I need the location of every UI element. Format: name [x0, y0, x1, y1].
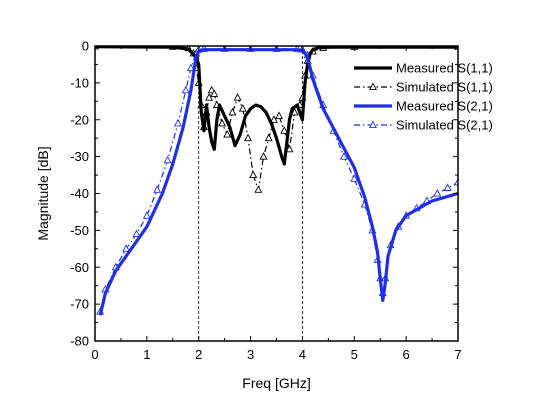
- series-marker: [218, 118, 227, 127]
- series-marker: [254, 185, 263, 193]
- y-tick-label: -10: [70, 75, 89, 90]
- y-tick-label: -50: [70, 223, 89, 238]
- series-marker: [122, 244, 131, 252]
- series-marker: [210, 89, 219, 97]
- x-tick-label: 7: [454, 347, 461, 362]
- x-tick-label: 6: [403, 347, 410, 362]
- series-marker: [275, 111, 284, 120]
- series-marker: [285, 144, 294, 153]
- series-marker: [339, 152, 348, 160]
- series-marker: [280, 126, 289, 134]
- series-marker: [238, 104, 247, 112]
- x-tick-label: 3: [247, 347, 254, 362]
- y-tick-label: -60: [70, 260, 89, 275]
- series-marker: [350, 174, 359, 182]
- series-marker: [259, 152, 268, 160]
- series-line: [98, 48, 458, 316]
- series-marker: [163, 155, 172, 164]
- series-marker: [433, 188, 442, 197]
- series-marker: [233, 93, 242, 101]
- series-line: [95, 46, 458, 166]
- legend-label: Measured S(1,1): [396, 61, 493, 76]
- y-tick-label: 0: [82, 39, 89, 54]
- x-tick-label: 0: [91, 347, 98, 362]
- legend-marker: [369, 82, 377, 90]
- series-marker: [264, 133, 273, 142]
- series-marker: [205, 93, 214, 101]
- legend-label: Simulated S(1,1): [396, 80, 493, 95]
- series-marker: [186, 63, 195, 72]
- series-marker: [142, 211, 151, 219]
- x-tick-label: 2: [195, 347, 202, 362]
- y-tick-label: -80: [70, 334, 89, 349]
- y-axis-title: Magnitude [dB]: [35, 146, 51, 240]
- series-marker: [132, 229, 141, 238]
- series-marker: [249, 170, 258, 179]
- series-marker: [153, 185, 162, 193]
- y-tick-label: -30: [70, 149, 89, 164]
- series-marker: [290, 107, 299, 116]
- series-marker: [228, 107, 237, 116]
- x-axis-title: Freq [GHz]: [242, 375, 310, 391]
- series-marker: [223, 129, 232, 138]
- series-marker: [269, 115, 278, 123]
- legend: Measured S(1,1) Simulated S(1,1) Measured …: [354, 61, 493, 133]
- legend-label: Measured S(2,1): [396, 99, 493, 114]
- series-marker: [443, 183, 452, 191]
- series-marker: [173, 118, 182, 127]
- x-tick-label: 5: [351, 347, 358, 362]
- series-layer: [95, 46, 458, 316]
- y-tick-label: -70: [70, 297, 89, 312]
- axes-layer: 0 1 2 3 4 5 6 7 0 -10 -20 -30 -40 -50 -60 -70 -80: [70, 39, 461, 363]
- x-tick-label: 1: [143, 347, 150, 362]
- legend-label: Simulated S(2,1): [396, 118, 493, 133]
- series-marker: [243, 133, 252, 142]
- legend-marker: [369, 120, 377, 128]
- series-marker: [181, 85, 190, 94]
- y-tick-label: -40: [70, 186, 89, 201]
- band-edge-reference-lines: [198, 46, 303, 341]
- series-marker: [454, 177, 458, 186]
- y-tick-label: -20: [70, 112, 89, 127]
- x-tick-label: 4: [299, 347, 306, 362]
